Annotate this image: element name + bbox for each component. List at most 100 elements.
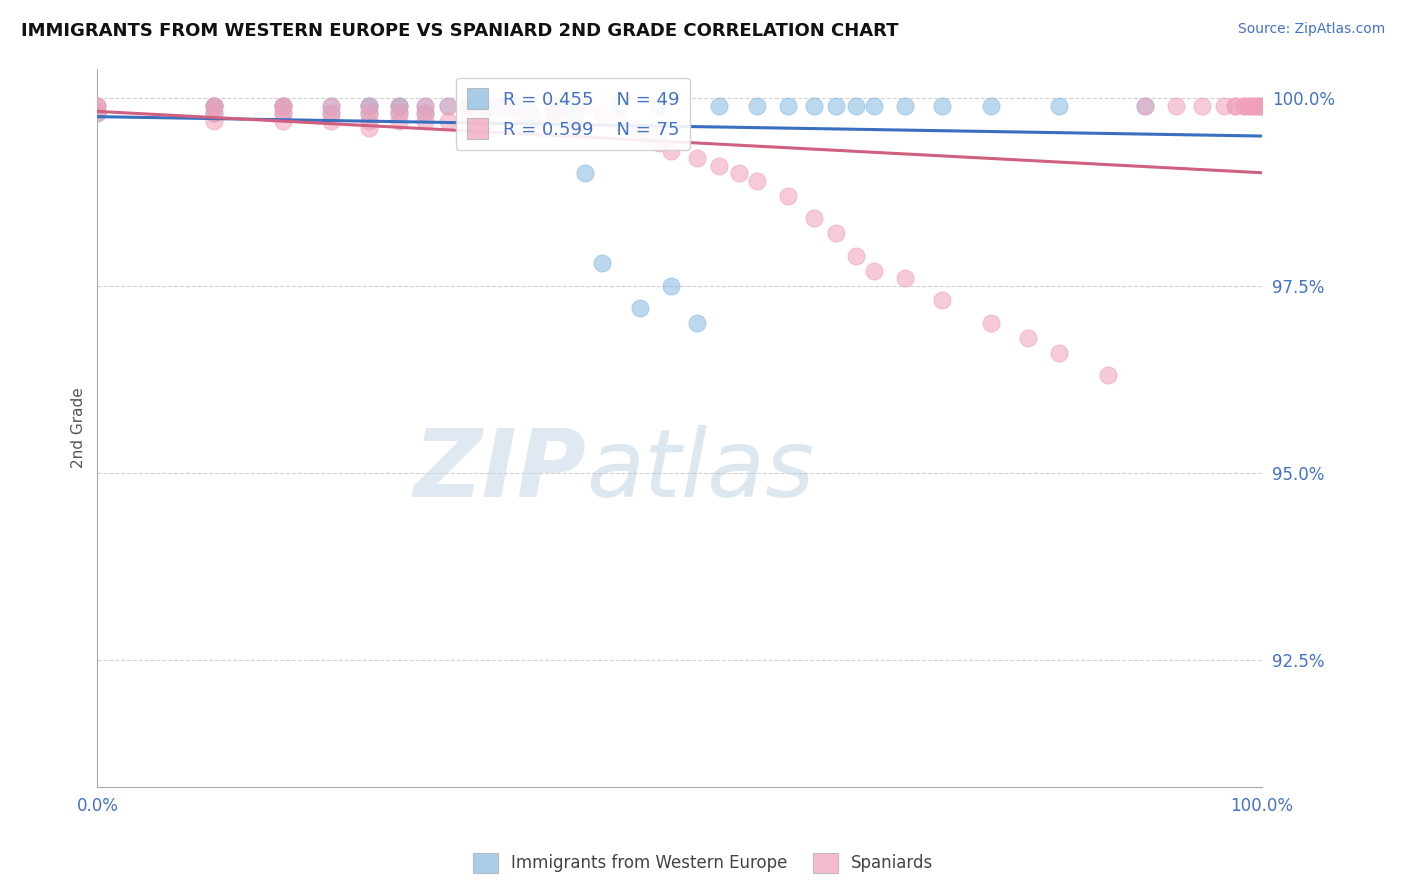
Point xyxy=(271,106,294,120)
Point xyxy=(1223,99,1246,113)
Point xyxy=(1047,346,1070,360)
Text: IMMIGRANTS FROM WESTERN EUROPE VS SPANIARD 2ND GRADE CORRELATION CHART: IMMIGRANTS FROM WESTERN EUROPE VS SPANIA… xyxy=(21,22,898,40)
Point xyxy=(319,106,342,120)
Point xyxy=(636,128,658,143)
Point xyxy=(709,99,731,113)
Point xyxy=(415,106,437,120)
Point xyxy=(319,106,342,120)
Point xyxy=(357,99,380,113)
Point xyxy=(862,263,884,277)
Legend: R = 0.455    N = 49, R = 0.599    N = 75: R = 0.455 N = 49, R = 0.599 N = 75 xyxy=(456,78,690,150)
Point xyxy=(621,121,644,136)
Point xyxy=(357,121,380,136)
Point xyxy=(202,99,225,113)
Point xyxy=(474,99,496,113)
Point xyxy=(202,106,225,120)
Point xyxy=(803,99,825,113)
Point xyxy=(686,316,709,330)
Point xyxy=(491,99,513,113)
Point xyxy=(1251,99,1274,113)
Point xyxy=(271,99,294,113)
Point xyxy=(202,99,225,113)
Point xyxy=(357,106,380,120)
Point xyxy=(271,106,294,120)
Point xyxy=(574,166,596,180)
Point xyxy=(1133,99,1156,113)
Point xyxy=(648,136,671,151)
Point xyxy=(319,99,342,113)
Point xyxy=(357,99,380,113)
Point xyxy=(388,114,411,128)
Point xyxy=(543,106,565,120)
Point xyxy=(457,106,479,120)
Point xyxy=(415,99,437,113)
Point xyxy=(437,114,460,128)
Point xyxy=(1213,99,1236,113)
Point xyxy=(319,114,342,128)
Legend: Immigrants from Western Europe, Spaniards: Immigrants from Western Europe, Spaniard… xyxy=(467,847,939,880)
Point xyxy=(457,99,479,113)
Point xyxy=(1244,99,1267,113)
Point xyxy=(1191,99,1213,113)
Point xyxy=(271,114,294,128)
Point xyxy=(931,293,953,308)
Point xyxy=(591,256,613,270)
Point xyxy=(474,106,496,120)
Point xyxy=(86,106,108,120)
Point xyxy=(893,271,915,285)
Point xyxy=(388,99,411,113)
Point xyxy=(574,99,596,113)
Point xyxy=(1097,368,1119,383)
Point xyxy=(648,99,671,113)
Point xyxy=(491,99,513,113)
Point xyxy=(564,121,586,136)
Point xyxy=(1223,99,1246,113)
Point xyxy=(202,99,225,113)
Point xyxy=(202,114,225,128)
Point xyxy=(607,114,630,128)
Point xyxy=(659,144,682,158)
Point xyxy=(357,99,380,113)
Point xyxy=(357,114,380,128)
Point xyxy=(86,99,108,113)
Point xyxy=(202,99,225,113)
Point xyxy=(980,99,1002,113)
Point xyxy=(686,151,709,165)
Point xyxy=(505,99,527,113)
Point xyxy=(474,99,496,113)
Point xyxy=(803,211,825,226)
Point xyxy=(1239,99,1261,113)
Point xyxy=(437,99,460,113)
Point xyxy=(845,249,868,263)
Point xyxy=(543,99,565,113)
Point xyxy=(1247,99,1270,113)
Point xyxy=(554,114,576,128)
Point xyxy=(474,114,496,128)
Point xyxy=(745,99,768,113)
Point xyxy=(271,99,294,113)
Point xyxy=(1133,99,1156,113)
Point xyxy=(893,99,915,113)
Text: Source: ZipAtlas.com: Source: ZipAtlas.com xyxy=(1237,22,1385,37)
Point xyxy=(1246,99,1268,113)
Point xyxy=(388,99,411,113)
Point xyxy=(825,226,848,240)
Point xyxy=(1249,99,1271,113)
Point xyxy=(457,99,479,113)
Point xyxy=(531,121,554,136)
Point xyxy=(271,99,294,113)
Point xyxy=(931,99,953,113)
Point xyxy=(776,188,799,202)
Point xyxy=(1047,99,1070,113)
Point xyxy=(415,114,437,128)
Point xyxy=(1164,99,1187,113)
Point xyxy=(357,106,380,120)
Point xyxy=(519,114,541,128)
Point xyxy=(825,99,848,113)
Point xyxy=(728,166,751,180)
Point xyxy=(86,99,108,113)
Text: ZIP: ZIP xyxy=(413,425,586,516)
Point xyxy=(628,301,651,315)
Point xyxy=(1017,331,1039,345)
Point xyxy=(980,316,1002,330)
